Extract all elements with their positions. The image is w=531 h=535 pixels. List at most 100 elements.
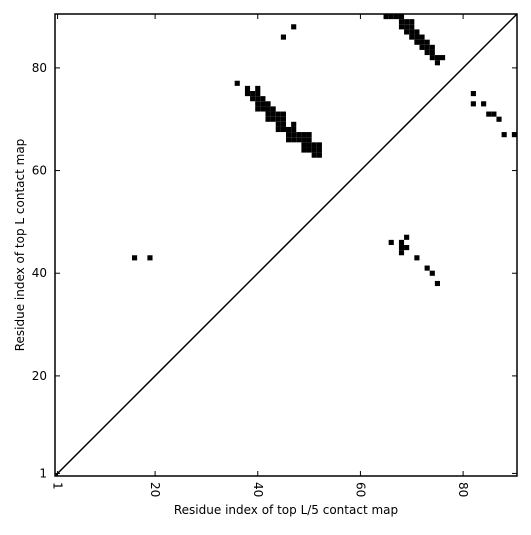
contact-point bbox=[398, 14, 405, 20]
contact-point bbox=[388, 239, 394, 245]
x-tick-label: 60 bbox=[353, 482, 367, 497]
contact-point bbox=[501, 132, 507, 138]
contact-point bbox=[301, 137, 307, 143]
contact-point bbox=[424, 265, 430, 271]
contact-point bbox=[424, 49, 430, 56]
contact-point bbox=[409, 29, 415, 35]
contact-point bbox=[265, 106, 271, 112]
contact-point bbox=[398, 24, 405, 30]
y-tick-label: 40 bbox=[32, 266, 47, 280]
contact-point bbox=[275, 116, 281, 122]
contact-point bbox=[255, 85, 261, 91]
contact-point bbox=[291, 132, 297, 138]
contact-point bbox=[311, 152, 317, 158]
contact-point bbox=[409, 24, 415, 30]
contact-point bbox=[255, 96, 261, 102]
contact-point bbox=[255, 101, 261, 107]
y-tick-label: 80 bbox=[32, 61, 47, 75]
contact-point bbox=[434, 280, 440, 287]
contact-point bbox=[398, 239, 405, 245]
contact-point bbox=[316, 142, 322, 148]
x-axis-label: Residue index of top L/5 contact map bbox=[174, 503, 398, 517]
contact-point bbox=[270, 116, 276, 122]
plot-frame bbox=[54, 13, 518, 477]
contact-point bbox=[270, 111, 276, 117]
contact-point bbox=[434, 60, 440, 66]
contact-point bbox=[429, 55, 435, 61]
contact-point bbox=[383, 14, 389, 20]
contact-point bbox=[234, 80, 240, 86]
contact-point bbox=[265, 101, 271, 107]
contact-point bbox=[414, 39, 420, 45]
diagonal bbox=[54, 13, 518, 477]
contact-point bbox=[291, 137, 297, 143]
y-tick-label: 20 bbox=[32, 369, 47, 383]
contact-point bbox=[255, 91, 261, 97]
contact-point bbox=[275, 126, 281, 133]
contact-point bbox=[275, 111, 281, 117]
contact-point bbox=[301, 132, 307, 138]
y-axis-label: Residue index of top L contact map bbox=[13, 139, 27, 352]
x-tick-label: 20 bbox=[148, 482, 162, 497]
contact-point bbox=[286, 137, 292, 143]
y-tick-label: 60 bbox=[32, 164, 47, 178]
contact-point bbox=[260, 96, 266, 102]
contact-point bbox=[429, 49, 435, 56]
contact-point bbox=[306, 137, 312, 143]
contact-point bbox=[286, 132, 292, 138]
contact-point bbox=[255, 106, 261, 112]
contact-point bbox=[398, 250, 405, 256]
contact-point bbox=[316, 152, 322, 158]
contact-point bbox=[306, 132, 312, 138]
contact-point bbox=[429, 270, 435, 276]
contact-point bbox=[260, 101, 266, 107]
contact-point bbox=[280, 111, 286, 117]
contact-point bbox=[404, 29, 410, 35]
contact-point bbox=[419, 34, 425, 40]
contact-point bbox=[398, 19, 405, 25]
contact-point bbox=[409, 19, 415, 25]
contact-point bbox=[280, 126, 286, 133]
contact-point bbox=[424, 44, 430, 50]
x-tick-label: 40 bbox=[251, 482, 265, 497]
contact-point bbox=[414, 34, 420, 40]
contact-point bbox=[393, 14, 399, 20]
contact-point bbox=[301, 142, 307, 148]
contact-point bbox=[470, 91, 476, 97]
contact-point bbox=[470, 101, 476, 107]
contact-point bbox=[388, 14, 394, 20]
contact-point bbox=[244, 91, 251, 97]
contact-point bbox=[404, 234, 410, 240]
contact-point bbox=[306, 142, 312, 148]
contact-point bbox=[429, 44, 435, 50]
contact-point bbox=[260, 106, 266, 112]
contact-point bbox=[132, 255, 138, 261]
contact-point bbox=[404, 19, 410, 25]
contact-point bbox=[481, 101, 487, 107]
contact-point bbox=[291, 126, 297, 133]
contact-point bbox=[296, 137, 302, 143]
contact-point bbox=[434, 55, 440, 61]
contact-point bbox=[414, 29, 420, 35]
contact-point bbox=[419, 39, 425, 45]
x-tick-label: 80 bbox=[456, 482, 470, 497]
contact-point bbox=[250, 96, 256, 102]
contact-point bbox=[280, 121, 286, 127]
y-tick-label: 1 bbox=[39, 466, 47, 480]
x-tick-label: 1 bbox=[51, 482, 65, 490]
contact-point bbox=[296, 132, 302, 138]
contact-point bbox=[306, 147, 312, 153]
contact-point bbox=[496, 116, 502, 122]
contact-point bbox=[440, 55, 446, 61]
contact-point bbox=[409, 34, 415, 40]
contact-point bbox=[311, 142, 317, 148]
contact-point bbox=[404, 24, 410, 30]
contact-point bbox=[280, 34, 286, 40]
contact-point bbox=[147, 255, 153, 261]
contact-point bbox=[280, 116, 286, 122]
contact-point bbox=[511, 132, 517, 138]
contact-point bbox=[286, 126, 292, 133]
contact-point bbox=[265, 116, 271, 122]
contact-point bbox=[291, 121, 297, 127]
